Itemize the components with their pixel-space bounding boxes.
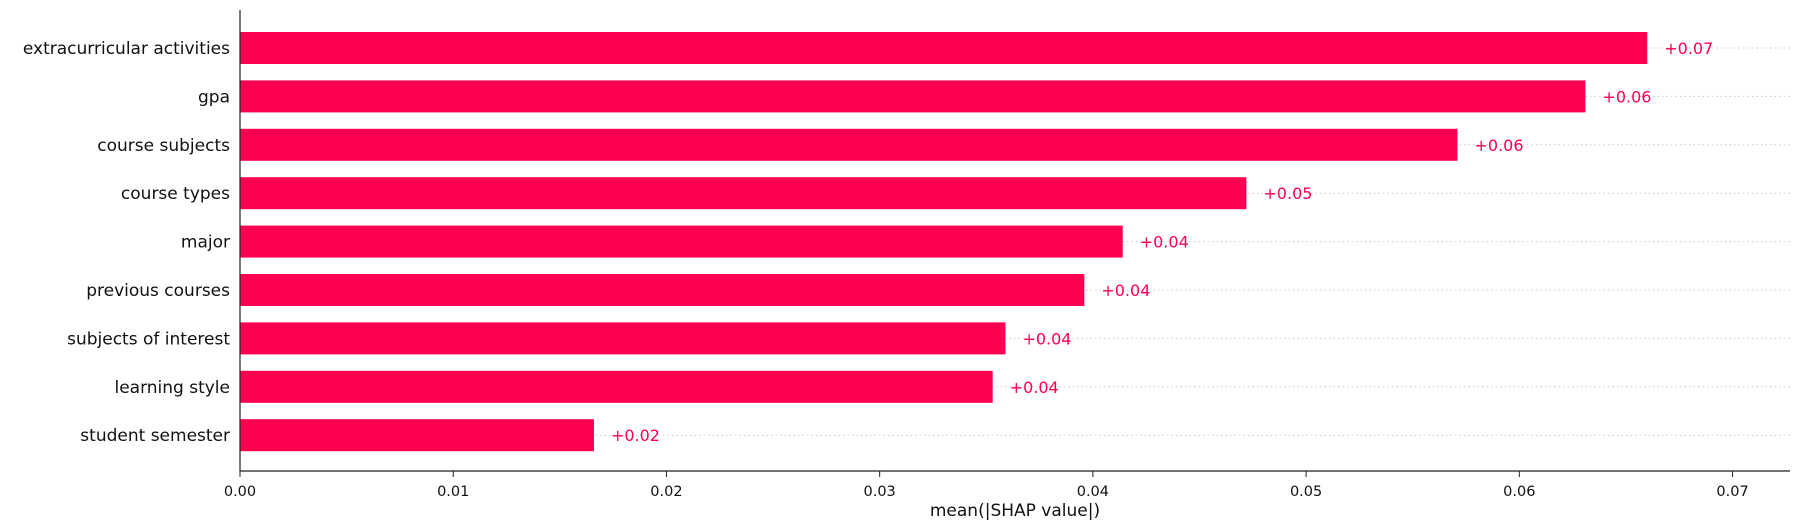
category-label: gpa — [198, 87, 230, 107]
x-tick-label: 0.06 — [1503, 484, 1535, 500]
bar — [240, 225, 1123, 258]
category-label: course types — [121, 184, 230, 204]
x-axis-title: mean(|SHAP value|) — [930, 501, 1100, 521]
bar — [240, 274, 1085, 306]
value-label: +0.07 — [1664, 39, 1713, 58]
x-tick-label: 0.04 — [1077, 484, 1109, 500]
x-tick-label: 0.02 — [650, 484, 682, 500]
category-label: course subjects — [97, 136, 230, 156]
value-label: +0.02 — [611, 426, 660, 445]
bar — [240, 32, 1648, 64]
value-labels: +0.07 +0.06 +0.06 +0.05 +0.04 +0.04 +0.04 +0.04… — [611, 39, 1713, 445]
bar — [240, 370, 993, 403]
value-label: +0.04 — [1140, 233, 1189, 252]
x-tick-label: 0.05 — [1290, 484, 1322, 500]
x-tick-label: 0.03 — [864, 484, 896, 500]
bar — [240, 177, 1247, 210]
bar — [240, 80, 1586, 113]
x-tick-label: 0.01 — [437, 484, 469, 500]
value-label: +0.04 — [1101, 281, 1150, 300]
bar — [240, 322, 1006, 355]
category-label: extracurricular activities — [23, 39, 230, 59]
category-label: subjects of interest — [67, 329, 230, 349]
value-label: +0.04 — [1022, 329, 1071, 348]
x-tick-label: 0.00 — [224, 484, 256, 500]
category-label: learning style — [114, 378, 230, 398]
x-tick-label: 0.07 — [1716, 484, 1748, 500]
x-axis: 0.00 0.01 0.02 0.03 0.04 0.05 0.06 0.07 — [224, 470, 1790, 500]
category-label: student semester — [80, 426, 230, 446]
value-label: +0.06 — [1474, 136, 1523, 155]
value-label: +0.05 — [1263, 184, 1312, 203]
category-label: major — [181, 233, 230, 253]
bar — [240, 419, 594, 452]
value-label: +0.06 — [1602, 87, 1651, 106]
bar — [240, 128, 1458, 161]
category-label: previous courses — [86, 281, 230, 301]
bars — [240, 32, 1648, 452]
value-label: +0.04 — [1010, 378, 1059, 397]
category-labels: extracurricular activities gpa course subj… — [23, 39, 230, 446]
